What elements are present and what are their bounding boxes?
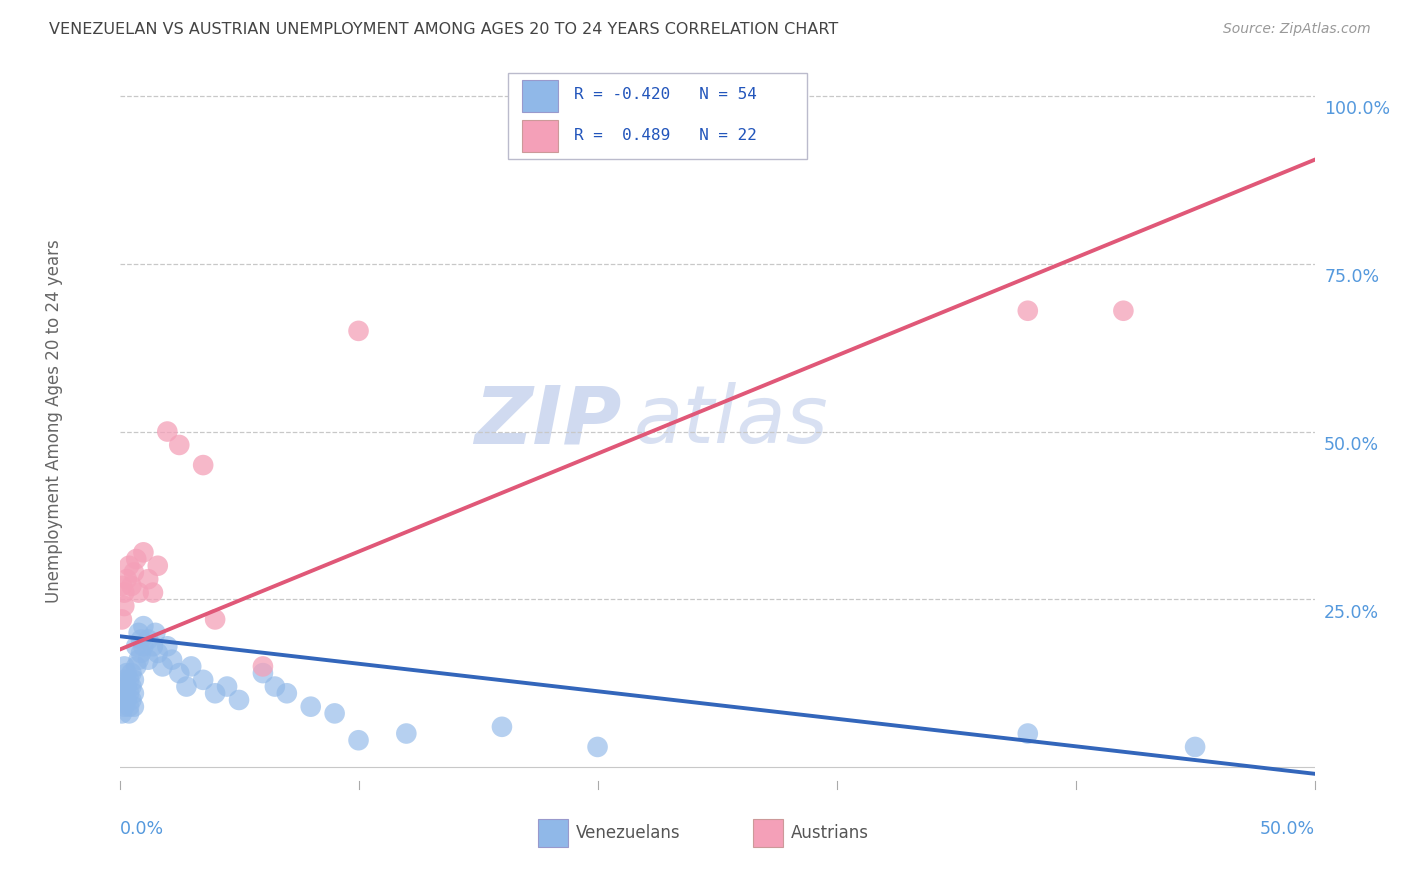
Point bbox=[169, 438, 191, 452]
Point bbox=[586, 739, 609, 754]
Point bbox=[156, 640, 179, 654]
Point bbox=[111, 579, 134, 593]
Point bbox=[118, 706, 141, 721]
Text: atlas: atlas bbox=[633, 383, 828, 460]
Text: R =  0.489   N = 22: R = 0.489 N = 22 bbox=[574, 128, 756, 143]
Point bbox=[146, 646, 169, 660]
Point bbox=[1184, 739, 1206, 754]
Point bbox=[145, 625, 166, 640]
Point bbox=[118, 699, 141, 714]
Text: 25.0%: 25.0% bbox=[1324, 604, 1379, 622]
Point bbox=[115, 572, 138, 586]
Text: Source: ZipAtlas.com: Source: ZipAtlas.com bbox=[1223, 22, 1371, 37]
Point bbox=[121, 680, 143, 694]
Point bbox=[122, 686, 145, 700]
Point bbox=[118, 558, 141, 573]
Point bbox=[121, 693, 143, 707]
Point bbox=[132, 640, 155, 654]
Point bbox=[395, 726, 418, 740]
Point bbox=[191, 458, 215, 472]
Point bbox=[142, 640, 165, 654]
Point bbox=[323, 706, 346, 721]
Point bbox=[276, 686, 298, 700]
Point bbox=[112, 585, 135, 599]
Point bbox=[1112, 303, 1135, 318]
Point bbox=[121, 579, 143, 593]
Point bbox=[115, 693, 138, 707]
Point bbox=[132, 545, 155, 559]
Point bbox=[204, 686, 226, 700]
Text: Austrians: Austrians bbox=[792, 824, 869, 842]
Point bbox=[121, 666, 143, 681]
Point bbox=[228, 693, 250, 707]
Point bbox=[111, 680, 134, 694]
Point bbox=[115, 680, 138, 694]
Point bbox=[112, 699, 135, 714]
Text: 75.0%: 75.0% bbox=[1324, 268, 1379, 286]
Point bbox=[347, 733, 370, 747]
Point bbox=[125, 552, 148, 566]
Text: 50.0%: 50.0% bbox=[1324, 436, 1379, 454]
Point bbox=[118, 673, 141, 687]
Point bbox=[252, 666, 274, 681]
Point bbox=[136, 653, 159, 667]
Point bbox=[136, 632, 159, 647]
Point bbox=[118, 686, 141, 700]
Text: Unemployment Among Ages 20 to 24 years: Unemployment Among Ages 20 to 24 years bbox=[45, 240, 63, 603]
Point bbox=[128, 653, 150, 667]
Text: 50.0%: 50.0% bbox=[1260, 820, 1315, 838]
Point bbox=[169, 666, 191, 681]
Point bbox=[347, 324, 370, 338]
Point bbox=[129, 632, 152, 647]
FancyBboxPatch shape bbox=[508, 73, 807, 160]
Text: VENEZUELAN VS AUSTRIAN UNEMPLOYMENT AMONG AGES 20 TO 24 YEARS CORRELATION CHART: VENEZUELAN VS AUSTRIAN UNEMPLOYMENT AMON… bbox=[49, 22, 838, 37]
Text: 100.0%: 100.0% bbox=[1324, 101, 1391, 119]
Point bbox=[129, 646, 152, 660]
Point bbox=[217, 680, 239, 694]
Point bbox=[125, 659, 148, 673]
Text: ZIP: ZIP bbox=[474, 383, 621, 460]
Bar bbox=[522, 79, 558, 112]
Point bbox=[191, 673, 215, 687]
Point bbox=[122, 566, 145, 580]
Point bbox=[112, 673, 135, 687]
Point bbox=[252, 659, 274, 673]
Point bbox=[264, 680, 287, 694]
Text: 0.0%: 0.0% bbox=[120, 820, 163, 838]
Point bbox=[299, 699, 322, 714]
Point bbox=[160, 653, 183, 667]
Point bbox=[142, 585, 165, 599]
Point bbox=[146, 558, 169, 573]
Point bbox=[1017, 303, 1039, 318]
Point bbox=[112, 686, 135, 700]
Point bbox=[128, 625, 150, 640]
Text: R = -0.420   N = 54: R = -0.420 N = 54 bbox=[574, 87, 756, 103]
Text: Venezuelans: Venezuelans bbox=[576, 824, 681, 842]
Point bbox=[111, 612, 134, 626]
Point bbox=[156, 425, 179, 439]
Point bbox=[1017, 726, 1039, 740]
Point bbox=[115, 666, 138, 681]
Point bbox=[176, 680, 198, 694]
Point bbox=[180, 659, 202, 673]
Point bbox=[111, 693, 134, 707]
Point bbox=[128, 585, 150, 599]
Point bbox=[112, 599, 135, 613]
Point bbox=[136, 572, 159, 586]
Point bbox=[152, 659, 174, 673]
Bar bbox=[538, 819, 568, 847]
Point bbox=[125, 640, 148, 654]
Bar bbox=[522, 120, 558, 153]
Point bbox=[204, 612, 226, 626]
Point bbox=[122, 699, 145, 714]
Point bbox=[111, 706, 134, 721]
Point bbox=[112, 659, 135, 673]
Bar bbox=[754, 819, 783, 847]
Point bbox=[491, 720, 513, 734]
Point bbox=[122, 673, 145, 687]
Point bbox=[132, 619, 155, 633]
